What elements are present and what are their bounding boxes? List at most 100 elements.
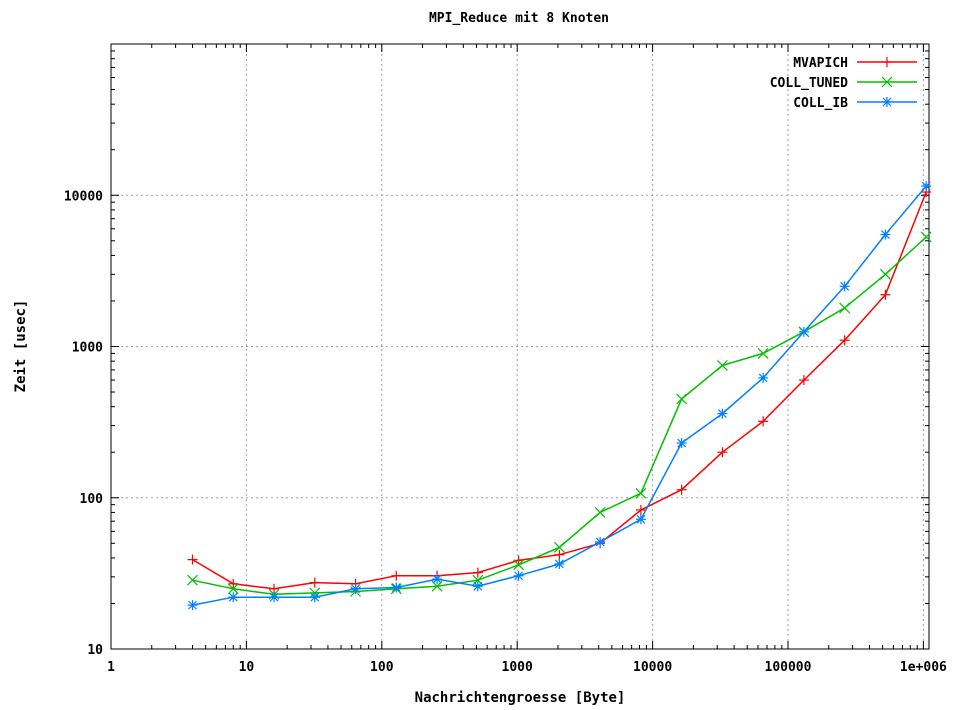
data-point-mvapich [880, 289, 891, 300]
data-point-coll-ib-d2 [228, 592, 238, 602]
data-point-coll-ib [676, 438, 687, 449]
data-point-coll-ib-d2 [921, 181, 931, 191]
data-point-coll-ib-d2 [269, 592, 279, 602]
data-point-mvapich [798, 375, 809, 386]
legend-marker-coll-ib-d2 [882, 97, 892, 107]
series-coll-tuned [187, 231, 932, 600]
data-point-mvapich [513, 555, 524, 566]
data-point-coll-ib-d2 [758, 373, 768, 383]
y-tick-label: 10000 [64, 189, 103, 204]
data-point-mvapich [676, 484, 687, 495]
y-axis-label: Zeit [usec] [13, 300, 29, 393]
data-point-coll-ib-d2 [677, 438, 687, 448]
data-point-coll-ib [595, 536, 606, 547]
data-point-coll-ib [472, 581, 483, 592]
data-point-coll-tuned-d2 [880, 268, 891, 280]
data-point-coll-ib-d2 [432, 574, 442, 584]
data-point-coll-tuned-d2 [513, 559, 525, 571]
data-point-coll-ib-d2 [554, 559, 564, 569]
series-coll-ib [187, 181, 932, 611]
data-point-coll-tuned-d2 [553, 541, 565, 553]
data-point-coll-tuned-d2 [716, 359, 728, 371]
plot-frame [110, 43, 930, 650]
y-tick-label: 1000 [72, 341, 103, 356]
data-point-coll-ib [554, 558, 565, 569]
series-line-coll-tuned [192, 236, 927, 596]
y-tick-label: 10 [87, 643, 103, 658]
data-point-coll-tuned [716, 359, 728, 371]
data-point-coll-tuned-d2 [594, 506, 606, 518]
data-point-coll-ib [635, 514, 646, 525]
x-tick-label: 1 [107, 660, 115, 675]
data-point-coll-ib-d2 [473, 581, 483, 591]
data-point-coll-ib-d2 [188, 600, 197, 610]
y-tick-label: 100 [80, 492, 104, 507]
data-point-coll-tuned [880, 268, 891, 280]
x-axis-label: Nachrichtengroesse [Byte] [415, 690, 626, 706]
x-tick-label: 100000 [765, 660, 812, 675]
legend-marker-coll-tuned-d2 [881, 76, 893, 88]
data-point-coll-tuned-d2 [227, 583, 239, 595]
data-point-coll-tuned [676, 393, 688, 405]
data-point-coll-ib [309, 592, 320, 603]
data-point-coll-tuned [187, 574, 198, 586]
data-point-coll-tuned-d2 [187, 574, 198, 586]
data-point-coll-tuned [594, 506, 606, 518]
x-tick-label: 1000 [502, 660, 533, 675]
legend-label-coll-ib: COLL_IB [793, 96, 848, 111]
data-point-coll-ib-d2 [595, 537, 605, 547]
data-point-mvapich [635, 504, 646, 515]
data-point-mvapich [228, 578, 239, 589]
chart-title: MPI_Reduce mit 8 Knoten [429, 11, 609, 26]
data-point-coll-ib [187, 600, 198, 611]
data-point-coll-ib-d2 [351, 584, 360, 594]
data-point-coll-ib [228, 592, 239, 603]
series-line-coll-ib [192, 185, 927, 606]
data-point-mvapich [758, 416, 769, 427]
legend-marker-mvapich [882, 57, 892, 67]
data-point-coll-tuned-d2 [920, 231, 932, 243]
data-point-coll-ib [432, 574, 443, 585]
data-point-coll-ib-d2 [799, 327, 809, 337]
axis-ticks: 1 10 100 1000 10000 100000 1e+006 10 100 1000 1000… [64, 44, 947, 675]
data-point-coll-ib [717, 408, 728, 419]
data-point-coll-ib [350, 583, 361, 594]
data-point-coll-ib [839, 281, 850, 292]
data-point-mvapich [554, 549, 565, 560]
data-point-coll-ib [798, 326, 809, 337]
data-point-coll-tuned [920, 231, 932, 243]
series-line-mvapich [192, 191, 927, 590]
data-point-coll-ib-d2 [636, 514, 646, 524]
data-point-coll-ib-d2 [514, 571, 524, 581]
data-point-coll-ib [921, 181, 932, 192]
data-point-coll-ib [269, 592, 280, 603]
data-point-coll-ib [758, 372, 769, 383]
x-tick-label: 10 [239, 660, 255, 675]
data-point-coll-tuned-d2 [676, 393, 688, 405]
grid [111, 44, 929, 649]
legend-marker-coll-tuned [881, 76, 893, 88]
data-point-mvapich [839, 335, 850, 346]
series-mvapich [187, 187, 932, 594]
data-point-mvapich [187, 554, 198, 565]
data-point-coll-ib [391, 582, 402, 593]
data-point-coll-ib-d2 [310, 592, 320, 602]
data-point-coll-tuned [635, 487, 647, 499]
x-tick-label: 10000 [633, 660, 672, 675]
legend-marker-coll-ib [882, 97, 892, 107]
data-point-mvapich [309, 577, 320, 588]
x-tick-label: 100 [370, 660, 394, 675]
data-point-coll-tuned [757, 347, 769, 359]
data-point-coll-tuned-d2 [839, 302, 851, 314]
series-lines [187, 181, 932, 611]
x-tick-label: 1e+006 [900, 660, 947, 675]
data-point-coll-tuned [839, 302, 851, 314]
data-point-coll-tuned [553, 541, 565, 553]
data-point-coll-tuned [227, 583, 239, 595]
data-point-coll-ib-d2 [840, 281, 850, 291]
legend-label-coll-tuned: COLL_TUNED [770, 76, 848, 91]
data-point-coll-ib [880, 229, 891, 240]
data-point-coll-tuned-d2 [757, 347, 769, 359]
